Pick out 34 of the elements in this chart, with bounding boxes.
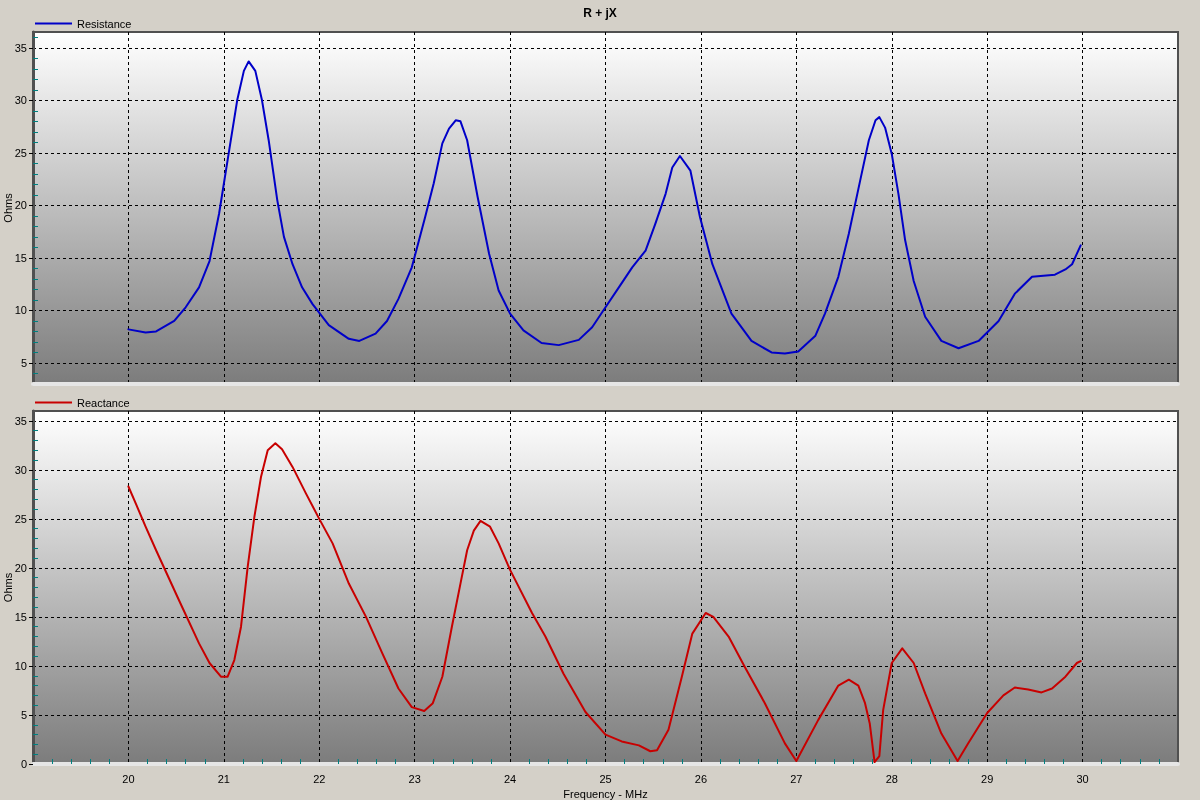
y-tick-label: 35 [14,414,27,427]
x-tick-label: 28 [885,772,898,785]
x-tick-label: 25 [599,772,612,785]
y-tick-label: 5 [20,356,27,369]
y-tick-label: 5 [20,708,27,721]
y-tick-label: 0 [20,758,27,770]
y-tick-label: 20 [14,561,27,574]
x-tick-label: 26 [694,772,708,785]
y-tick-label: 35 [14,41,27,54]
x-tick-label: 22 [313,772,326,785]
line-series [127,60,1082,355]
y-tick-label: 15 [14,251,27,264]
x-tick-label: 21 [217,772,230,785]
y-axis-title: Ohms [2,572,14,603]
chart-title: R + jX [583,6,617,20]
x-tick-label: 23 [408,772,421,785]
legend-label: Resistance [77,17,132,30]
x-tick-label: 30 [1076,772,1089,785]
y-tick-label: 30 [14,463,27,476]
y-tick-label: 15 [14,610,27,623]
x-tick-label: 29 [981,772,994,785]
y-axis-title: Ohms [2,192,14,223]
y-tick-label: 10 [14,659,27,672]
y-tick-label: 20 [14,199,27,212]
x-axis-title: Frequency - MHz [563,788,648,800]
y-tick-label: 25 [14,512,27,525]
x-tick-label: 27 [790,772,803,785]
x-tick-label: 20 [122,772,135,785]
legend-label: Reactance [77,396,130,409]
y-tick-label: 10 [14,304,27,317]
line-series [127,442,1082,764]
x-tick-label: 24 [503,772,517,785]
y-tick-label: 30 [14,94,27,107]
y-tick-label: 25 [14,146,27,159]
